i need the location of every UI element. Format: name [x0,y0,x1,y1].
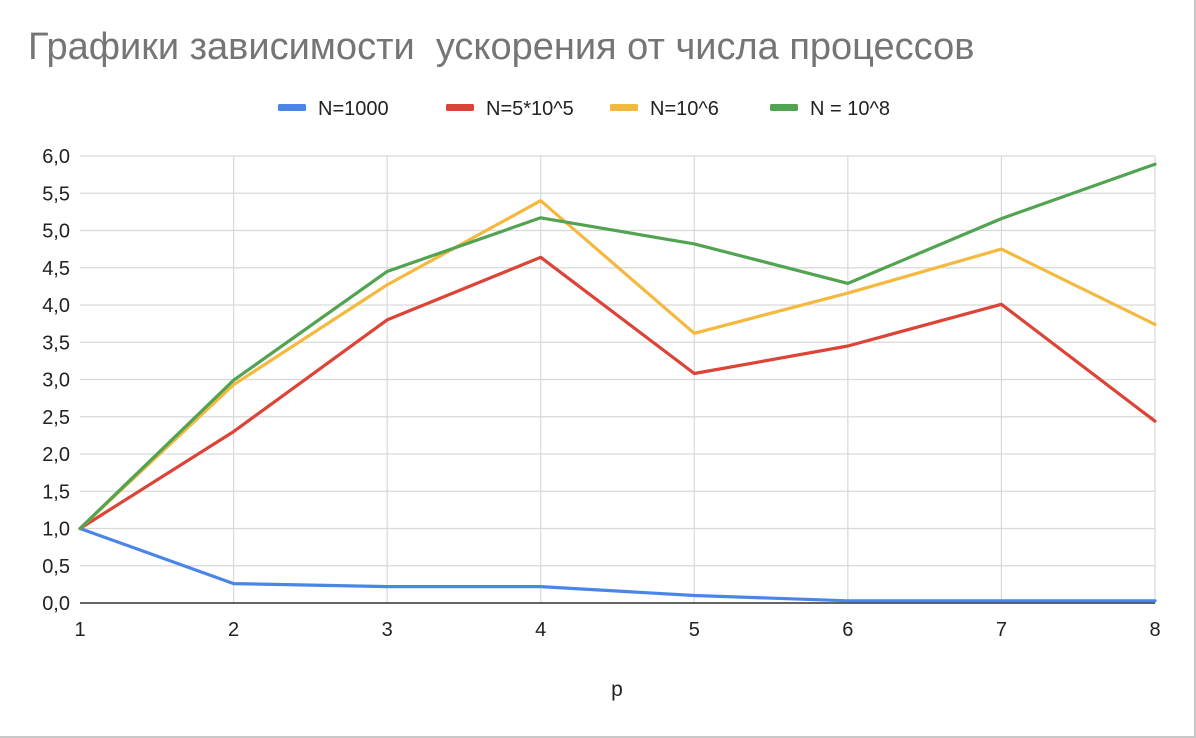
x-tick-label: 4 [535,619,546,641]
legend-label: N = 10^8 [810,98,890,120]
y-tick-label: 3,5 [42,332,70,354]
series-line [78,255,1157,531]
legend-label: N=10^6 [650,98,719,120]
series-line [78,526,1157,603]
x-tick-label: 8 [1149,619,1160,641]
chart-title: Графики зависимости ускорения от числа п… [28,26,975,68]
y-tick-label: 2,5 [42,407,70,429]
x-tick-label: 2 [228,619,239,641]
y-tick-label: 5,0 [42,221,70,243]
x-tick-label: 7 [996,619,1007,641]
y-tick-label: 4,0 [42,295,70,317]
y-tick-label: 3,0 [42,370,70,392]
x-tick-label: 3 [382,619,393,641]
y-tick-label: 1,0 [42,519,70,541]
series-line [78,199,1157,531]
legend-label: N=5*10^5 [486,98,574,120]
legend-swatch [278,104,306,111]
x-tick-label: 1 [74,619,85,641]
x-tick-label: 5 [689,619,700,641]
x-axis-title: p [611,678,623,701]
y-tick-label: 1,5 [42,481,70,503]
y-tick-label: 0,0 [42,593,70,615]
y-tick-label: 6,0 [42,146,70,168]
series-line [78,162,1157,531]
y-tick-label: 0,5 [42,556,70,578]
legend-label: N=1000 [318,98,389,120]
x-tick-label: 6 [842,619,853,641]
legend-swatch [610,104,638,111]
legend-swatch [446,104,474,111]
legend-swatch [770,104,798,111]
y-tick-label: 5,5 [42,183,70,205]
y-tick-label: 2,0 [42,444,70,466]
y-tick-label: 4,5 [42,258,70,280]
